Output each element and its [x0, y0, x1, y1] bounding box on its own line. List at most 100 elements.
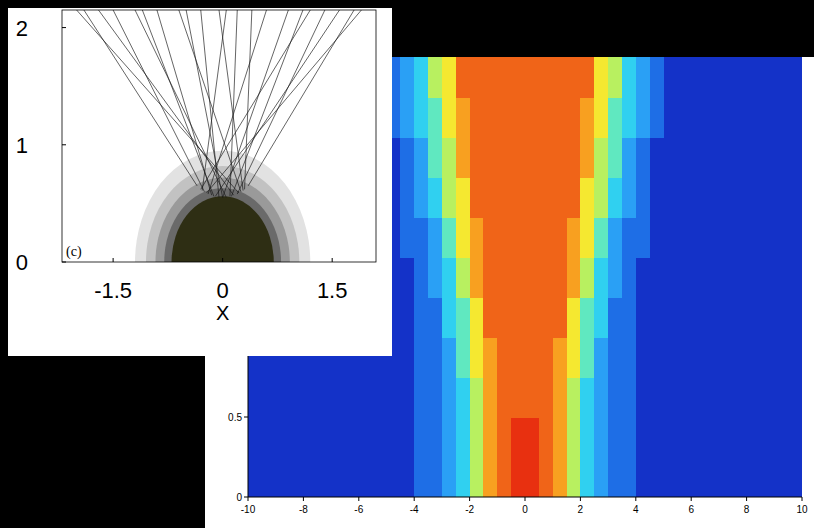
heat-cell [525, 457, 539, 497]
heat-cell [691, 97, 705, 138]
x-tick-label: -4 [410, 504, 419, 515]
heat-cell [400, 97, 414, 138]
heat-cell [497, 137, 511, 178]
heat-cell [719, 177, 733, 218]
heat-cell [580, 137, 594, 178]
heat-cell [400, 377, 414, 418]
heat-cell [400, 257, 414, 298]
heat-cell [497, 297, 511, 338]
heat-cell [719, 97, 733, 138]
heat-cell [483, 257, 497, 298]
heat-cell [387, 457, 401, 497]
heat-cell [760, 377, 774, 418]
heat-cell [345, 457, 359, 497]
heat-cell [580, 57, 594, 98]
heat-cell [594, 177, 608, 218]
heat-cell [664, 337, 678, 378]
inset-frame [62, 10, 376, 262]
x-tick-label: 0 [217, 278, 229, 303]
heat-cell [470, 177, 484, 218]
heat-cell [774, 337, 788, 378]
x-tick [525, 497, 526, 501]
heat-cell [677, 337, 691, 378]
x-tick-label: -6 [354, 504, 363, 515]
heat-cell [677, 457, 691, 497]
heat-cell [553, 417, 567, 458]
y-tick-label: 0 [236, 492, 242, 503]
heat-cell [608, 457, 622, 497]
y-tick-label: 1 [16, 133, 28, 158]
heat-cell [553, 217, 567, 258]
heat-cell [539, 297, 553, 338]
heat-cell [774, 457, 788, 497]
heat-cell [622, 457, 636, 497]
heat-cell [622, 137, 636, 178]
heat-cell [456, 177, 470, 218]
heat-cell [497, 457, 511, 497]
heat-cell [774, 417, 788, 458]
heat-cell [636, 217, 650, 258]
heat-cell [553, 297, 567, 338]
heat-cell [691, 137, 705, 178]
heat-cell [733, 97, 747, 138]
heat-cell [774, 177, 788, 218]
heat-cell [691, 257, 705, 298]
heat-cell [511, 377, 525, 418]
heat-cell [428, 377, 442, 418]
heat-cell [373, 457, 387, 497]
heat-cell [774, 377, 788, 418]
heat-cell [539, 337, 553, 378]
heat-cell [497, 217, 511, 258]
heat-cell [456, 97, 470, 138]
heat-cell [483, 417, 497, 458]
heat-cell [483, 57, 497, 98]
heat-cell [373, 377, 387, 418]
heat-cell [664, 217, 678, 258]
ray [245, 10, 252, 189]
heat-cell [747, 217, 761, 258]
heat-cell [733, 257, 747, 298]
heat-cell [290, 417, 304, 458]
heat-cell [788, 97, 802, 138]
heat-cell [594, 57, 608, 98]
heat-cell [428, 97, 442, 138]
heat-cell [705, 297, 719, 338]
heat-cell [622, 377, 636, 418]
heat-cell [262, 457, 276, 497]
heat-cell [442, 177, 456, 218]
heat-cell [567, 417, 581, 458]
heat-cell [428, 297, 442, 338]
heat-cell [691, 377, 705, 418]
heat-cell [359, 377, 373, 418]
heat-cell [664, 377, 678, 418]
heat-cell [511, 217, 525, 258]
y-tick [244, 417, 248, 418]
x-tick-label: -10 [241, 504, 256, 515]
heat-cell [594, 457, 608, 497]
x-tick [248, 497, 249, 501]
heat-cell [428, 457, 442, 497]
ray [186, 10, 223, 198]
heat-cell [359, 417, 373, 458]
heat-cell [442, 337, 456, 378]
heat-cell [511, 57, 525, 98]
heat-cell [691, 57, 705, 98]
heat-cell [400, 57, 414, 98]
heat-cell [733, 377, 747, 418]
heat-cell [497, 377, 511, 418]
heat-cell [539, 457, 553, 497]
ray [231, 10, 303, 196]
heat-cell [664, 97, 678, 138]
heat-cell [553, 177, 567, 218]
heat-cell [497, 257, 511, 298]
heat-cell [567, 377, 581, 418]
heat-cell [428, 217, 442, 258]
heat-cell [470, 337, 484, 378]
ray [99, 10, 234, 195]
heat-cell [331, 417, 345, 458]
heat-cell [650, 177, 664, 218]
heat-cell [774, 137, 788, 178]
heat-cell [719, 297, 733, 338]
heat-cell [373, 417, 387, 458]
heat-cell [428, 57, 442, 98]
